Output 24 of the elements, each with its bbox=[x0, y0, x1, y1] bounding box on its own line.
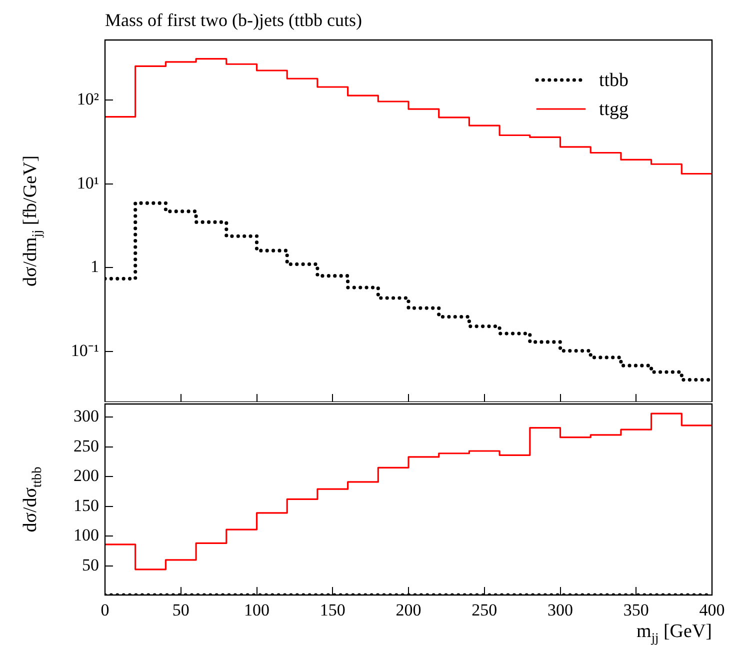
x-tick-label: 200 bbox=[396, 600, 422, 620]
x-tick-label: 250 bbox=[472, 600, 498, 620]
y-tick-label: 1 bbox=[90, 257, 99, 276]
x-tick-label: 150 bbox=[320, 600, 346, 620]
x-tick-label: 100 bbox=[244, 600, 270, 620]
x-tick-label: 300 bbox=[548, 600, 573, 620]
y-tick-label: 100 bbox=[74, 526, 99, 545]
y-tick-label: 150 bbox=[74, 496, 99, 515]
legend-label: ttgg bbox=[599, 99, 630, 120]
y-axis-title: dσ/dσttbb bbox=[20, 466, 44, 532]
x-tick-label: 350 bbox=[623, 600, 649, 620]
y-tick-label: 10⁻¹ bbox=[70, 340, 99, 360]
legend-label: ttbb bbox=[599, 70, 629, 91]
x-tick-label: 50 bbox=[172, 600, 190, 620]
y-tick-label: 250 bbox=[74, 436, 99, 456]
y-tick-label: 10² bbox=[76, 89, 99, 108]
y-tick-label: 200 bbox=[74, 466, 99, 486]
y-axis-title: dσ/dmjj [fb/GeV] bbox=[20, 155, 44, 287]
y-tick-label: 10¹ bbox=[76, 173, 99, 192]
x-tick-label: 0 bbox=[100, 600, 110, 620]
chart-title: Mass of first two (b-)jets (ttbb cuts) bbox=[105, 10, 362, 30]
y-tick-label: 50 bbox=[82, 555, 99, 574]
x-tick-label: 400 bbox=[699, 600, 725, 620]
y-tick-label: 300 bbox=[74, 406, 99, 426]
